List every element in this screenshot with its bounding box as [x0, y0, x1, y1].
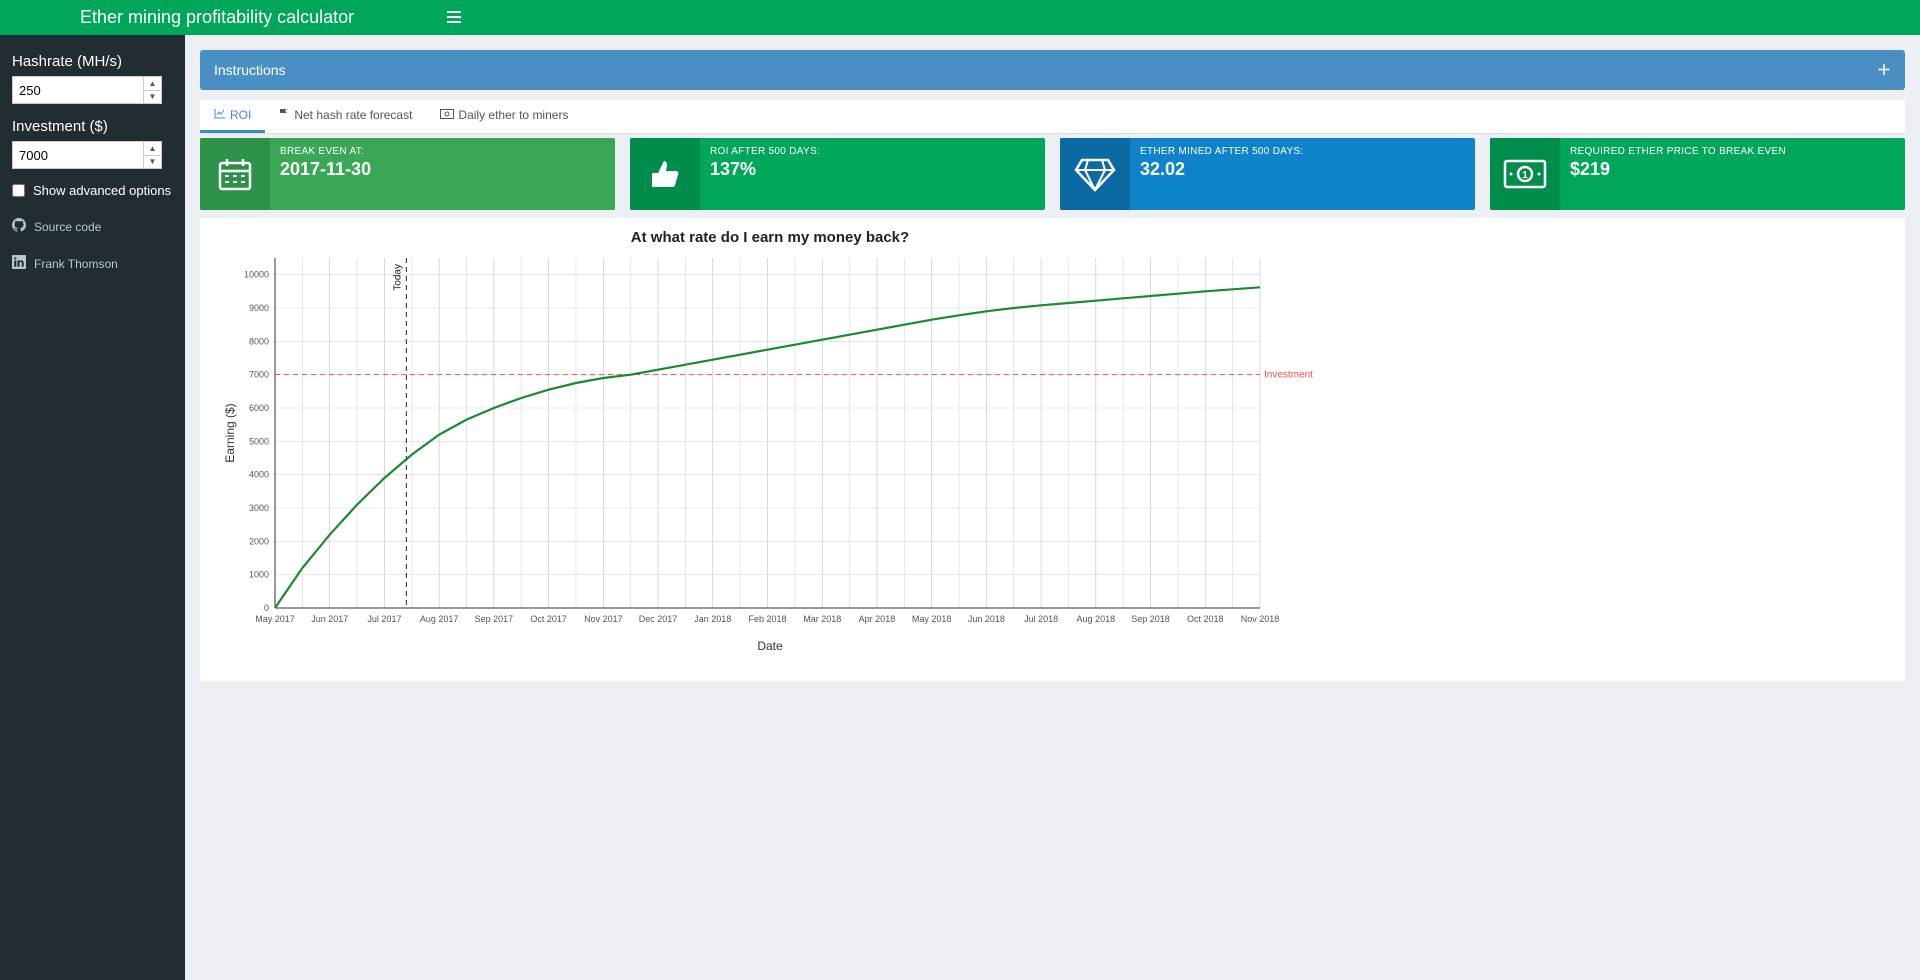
x-tick-label: Jul 2018 — [1024, 614, 1058, 624]
x-tick-label: Jul 2017 — [367, 614, 401, 624]
stat-label: ETHER MINED AFTER 500 DAYS: — [1140, 146, 1465, 157]
x-tick-label: Sep 2017 — [475, 614, 514, 624]
y-tick-label: 0 — [264, 603, 269, 613]
investment-label: Investment ($) — [12, 118, 173, 135]
x-tick-label: Nov 2017 — [584, 614, 623, 624]
hashrate-label: Hashrate (MH/s) — [12, 53, 173, 70]
sidebar-link-text: Source code — [34, 220, 101, 234]
today-line-label: Today — [392, 264, 403, 291]
sidebar: Hashrate (MH/s) ▲ ▼ Investment ($) ▲ ▼ S… — [0, 35, 185, 980]
stat-value: 137% — [710, 159, 1035, 180]
stat-card: 1 REQUIRED ETHER PRICE TO BREAK EVEN $219 — [1490, 138, 1905, 210]
stat-cards-row: BREAK EVEN AT: 2017-11-30 ROI AFTER 500 DA… — [200, 138, 1905, 210]
svg-text:1: 1 — [1522, 170, 1528, 181]
stat-card: ROI AFTER 500 DAYS: 137% — [630, 138, 1045, 210]
money-icon — [440, 108, 454, 122]
stat-label: REQUIRED ETHER PRICE TO BREAK EVEN — [1570, 146, 1895, 157]
github-icon — [12, 218, 26, 235]
advanced-options-label: Show advanced options — [33, 183, 171, 198]
x-tick-label: Sep 2018 — [1131, 614, 1170, 624]
menu-toggle-button[interactable] — [435, 4, 473, 32]
investment-input-wrap: ▲ ▼ — [12, 141, 162, 169]
advanced-options-row[interactable]: Show advanced options — [12, 183, 173, 198]
x-tick-label: Jun 2018 — [968, 614, 1005, 624]
y-tick-label: 4000 — [249, 470, 269, 480]
sidebar-link-linkedin[interactable]: Frank Thomson — [12, 255, 173, 272]
flag-icon — [279, 108, 290, 122]
x-tick-label: Jan 2018 — [694, 614, 731, 624]
hashrate-step-down[interactable]: ▼ — [144, 90, 161, 104]
stat-label: BREAK EVEN AT: — [280, 146, 605, 157]
investment-step-down[interactable]: ▼ — [144, 155, 161, 169]
stat-label: ROI AFTER 500 DAYS: — [710, 146, 1035, 157]
investment-step-up[interactable]: ▲ — [144, 142, 161, 155]
y-tick-label: 6000 — [249, 403, 269, 413]
x-axis-label: Date — [757, 639, 783, 653]
x-tick-label: Nov 2018 — [1241, 614, 1280, 624]
stat-value: 32.02 — [1140, 159, 1465, 180]
y-tick-label: 1000 — [249, 570, 269, 580]
diamond-icon — [1060, 138, 1130, 210]
tab-label: Net hash rate forecast — [294, 108, 412, 122]
chart-title: At what rate do I earn my money back? — [631, 229, 909, 246]
hashrate-input[interactable] — [13, 77, 143, 103]
chart-panel: At what rate do I earn my money back? 0 10… — [200, 218, 1905, 681]
y-tick-label: 2000 — [249, 536, 269, 546]
x-tick-label: Oct 2018 — [1187, 614, 1224, 624]
x-tick-label: May 2017 — [255, 614, 295, 624]
stat-card: BREAK EVEN AT: 2017-11-30 — [200, 138, 615, 210]
stat-value: $219 — [1570, 159, 1895, 180]
instructions-bar[interactable]: Instructions ＋ — [200, 50, 1905, 90]
plus-icon[interactable]: ＋ — [1877, 60, 1891, 80]
x-tick-label: Aug 2017 — [420, 614, 459, 624]
y-tick-label: 10000 — [244, 270, 269, 280]
x-tick-label: Oct 2017 — [530, 614, 567, 624]
hashrate-input-wrap: ▲ ▼ — [12, 76, 162, 104]
calendar-icon — [200, 138, 270, 210]
investment-line-label: Investment — [1264, 370, 1313, 381]
x-tick-label: Apr 2018 — [859, 614, 896, 624]
chart-line-icon — [214, 108, 226, 122]
investment-input[interactable] — [13, 142, 143, 168]
tab-label: ROI — [230, 108, 251, 122]
y-tick-label: 3000 — [249, 503, 269, 513]
app-title: Ether mining profitability calculator — [0, 0, 420, 35]
x-tick-label: May 2018 — [912, 614, 952, 624]
y-tick-label: 9000 — [249, 303, 269, 313]
y-tick-label: 7000 — [249, 370, 269, 380]
x-tick-label: Feb 2018 — [748, 614, 786, 624]
main-header: Ether mining profitability calculator — [0, 0, 1920, 35]
thumb-icon — [630, 138, 700, 210]
sidebar-link-github[interactable]: Source code — [12, 218, 173, 235]
advanced-options-checkbox[interactable] — [12, 184, 25, 197]
y-tick-label: 8000 — [249, 336, 269, 346]
stat-card: ETHER MINED AFTER 500 DAYS: 32.02 — [1060, 138, 1475, 210]
tab-roi[interactable]: ROI — [200, 100, 265, 133]
content: Instructions ＋ ROI Net hash rate forecast… — [185, 35, 1920, 980]
earnings-chart: At what rate do I earn my money back? 0 10… — [220, 228, 1885, 661]
tab-label: Daily ether to miners — [458, 108, 568, 122]
hamburger-icon — [447, 11, 461, 23]
sidebar-link-text: Frank Thomson — [34, 257, 118, 271]
x-tick-label: Mar 2018 — [803, 614, 841, 624]
y-axis-label: Earning ($) — [223, 403, 237, 462]
x-tick-label: Dec 2017 — [639, 614, 678, 624]
tabs: ROI Net hash rate forecast Daily ether to … — [200, 100, 1905, 134]
money-icon: 1 — [1490, 138, 1560, 210]
tab-daily-ether-to-miners[interactable]: Daily ether to miners — [426, 100, 582, 133]
instructions-title: Instructions — [214, 62, 286, 78]
x-tick-label: Aug 2018 — [1077, 614, 1116, 624]
tab-net-hash-rate-forecast[interactable]: Net hash rate forecast — [265, 100, 426, 133]
x-tick-label: Jun 2017 — [311, 614, 348, 624]
y-tick-label: 5000 — [249, 436, 269, 446]
hashrate-step-up[interactable]: ▲ — [144, 77, 161, 90]
linkedin-icon — [12, 255, 26, 272]
navbar — [420, 0, 1920, 35]
stat-value: 2017-11-30 — [280, 159, 605, 180]
